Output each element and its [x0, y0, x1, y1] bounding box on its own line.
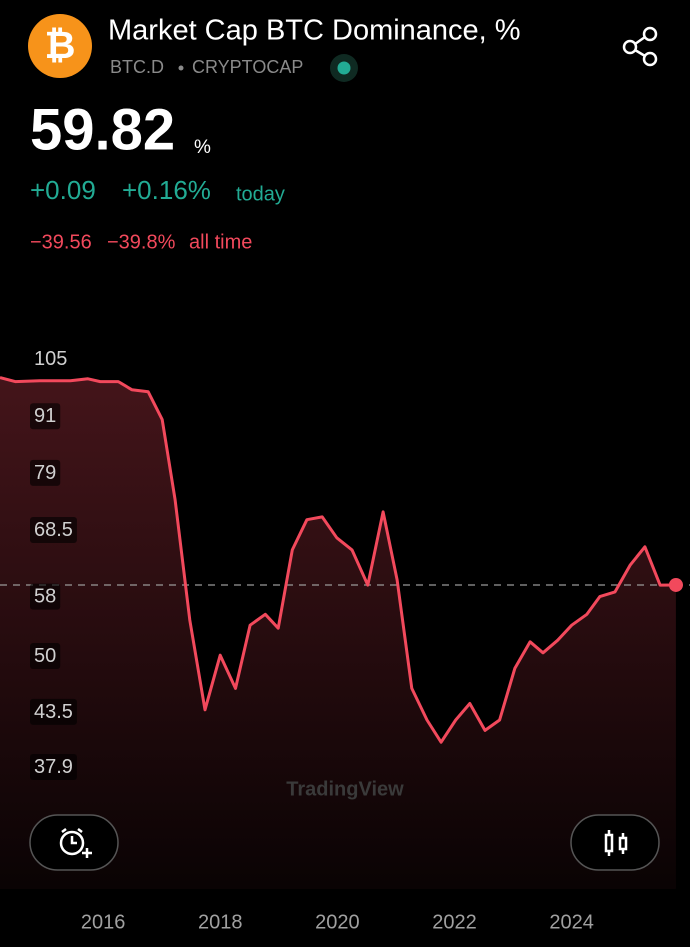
last-point — [668, 577, 683, 592]
y-tick-label: 68.5 — [34, 519, 73, 541]
y-tick-label: 58 — [34, 586, 56, 608]
y-tick-label: 79 — [34, 462, 56, 484]
change-percent: +0.16% — [122, 175, 211, 205]
status-dot — [337, 61, 351, 75]
btc-icon: ₿ — [28, 14, 92, 78]
all-time-period: all time — [189, 231, 252, 253]
y-tick-box — [30, 403, 61, 430]
x-tick-label: 2022 — [432, 911, 477, 933]
watermark: TradingView — [286, 778, 404, 800]
y-tick-label: 105 — [34, 348, 67, 370]
share-button[interactable] — [622, 26, 658, 67]
y-tick-box — [30, 643, 61, 670]
title: Market Cap BTC Dominance, % — [108, 15, 521, 47]
x-tick-label: 2020 — [315, 911, 360, 933]
x-tick-label: 2016 — [81, 911, 126, 933]
change: +0.09 — [30, 175, 96, 205]
all-time-change-percent: −39.8% — [107, 231, 176, 253]
change-period: today — [236, 183, 285, 205]
y-tick-label: 91 — [34, 405, 56, 427]
y-tick-box — [30, 698, 77, 725]
separator — [178, 65, 184, 71]
chart-type-button[interactable] — [570, 814, 660, 871]
price-unit: % — [194, 137, 211, 158]
alert-button[interactable] — [29, 814, 119, 871]
chart: 105 91 79 68.5 58 50 43.5 37.9 2016 2018 2020 2022 2… — [0, 345, 690, 933]
y-tick-box — [30, 345, 72, 372]
x-tick-label: 2024 — [549, 911, 594, 933]
y-tick-label: 50 — [34, 645, 56, 667]
y-tick-label: 37.9 — [34, 756, 73, 778]
area — [0, 377, 676, 889]
y-tick-label: 43.5 — [34, 701, 73, 723]
y-tick-box — [30, 754, 77, 781]
y-tick-box — [30, 516, 77, 543]
all-time-change: −39.56 — [30, 231, 92, 253]
line — [0, 376, 676, 744]
price: 59.82 — [30, 97, 175, 162]
exchange: CRYPTOCAP — [192, 57, 303, 77]
y-tick-box — [30, 459, 61, 486]
svg-text:₿: ₿ — [45, 25, 76, 67]
symbol: BTC.D — [110, 57, 164, 77]
y-tick-box — [30, 583, 61, 610]
x-tick-label: 2018 — [198, 911, 243, 933]
